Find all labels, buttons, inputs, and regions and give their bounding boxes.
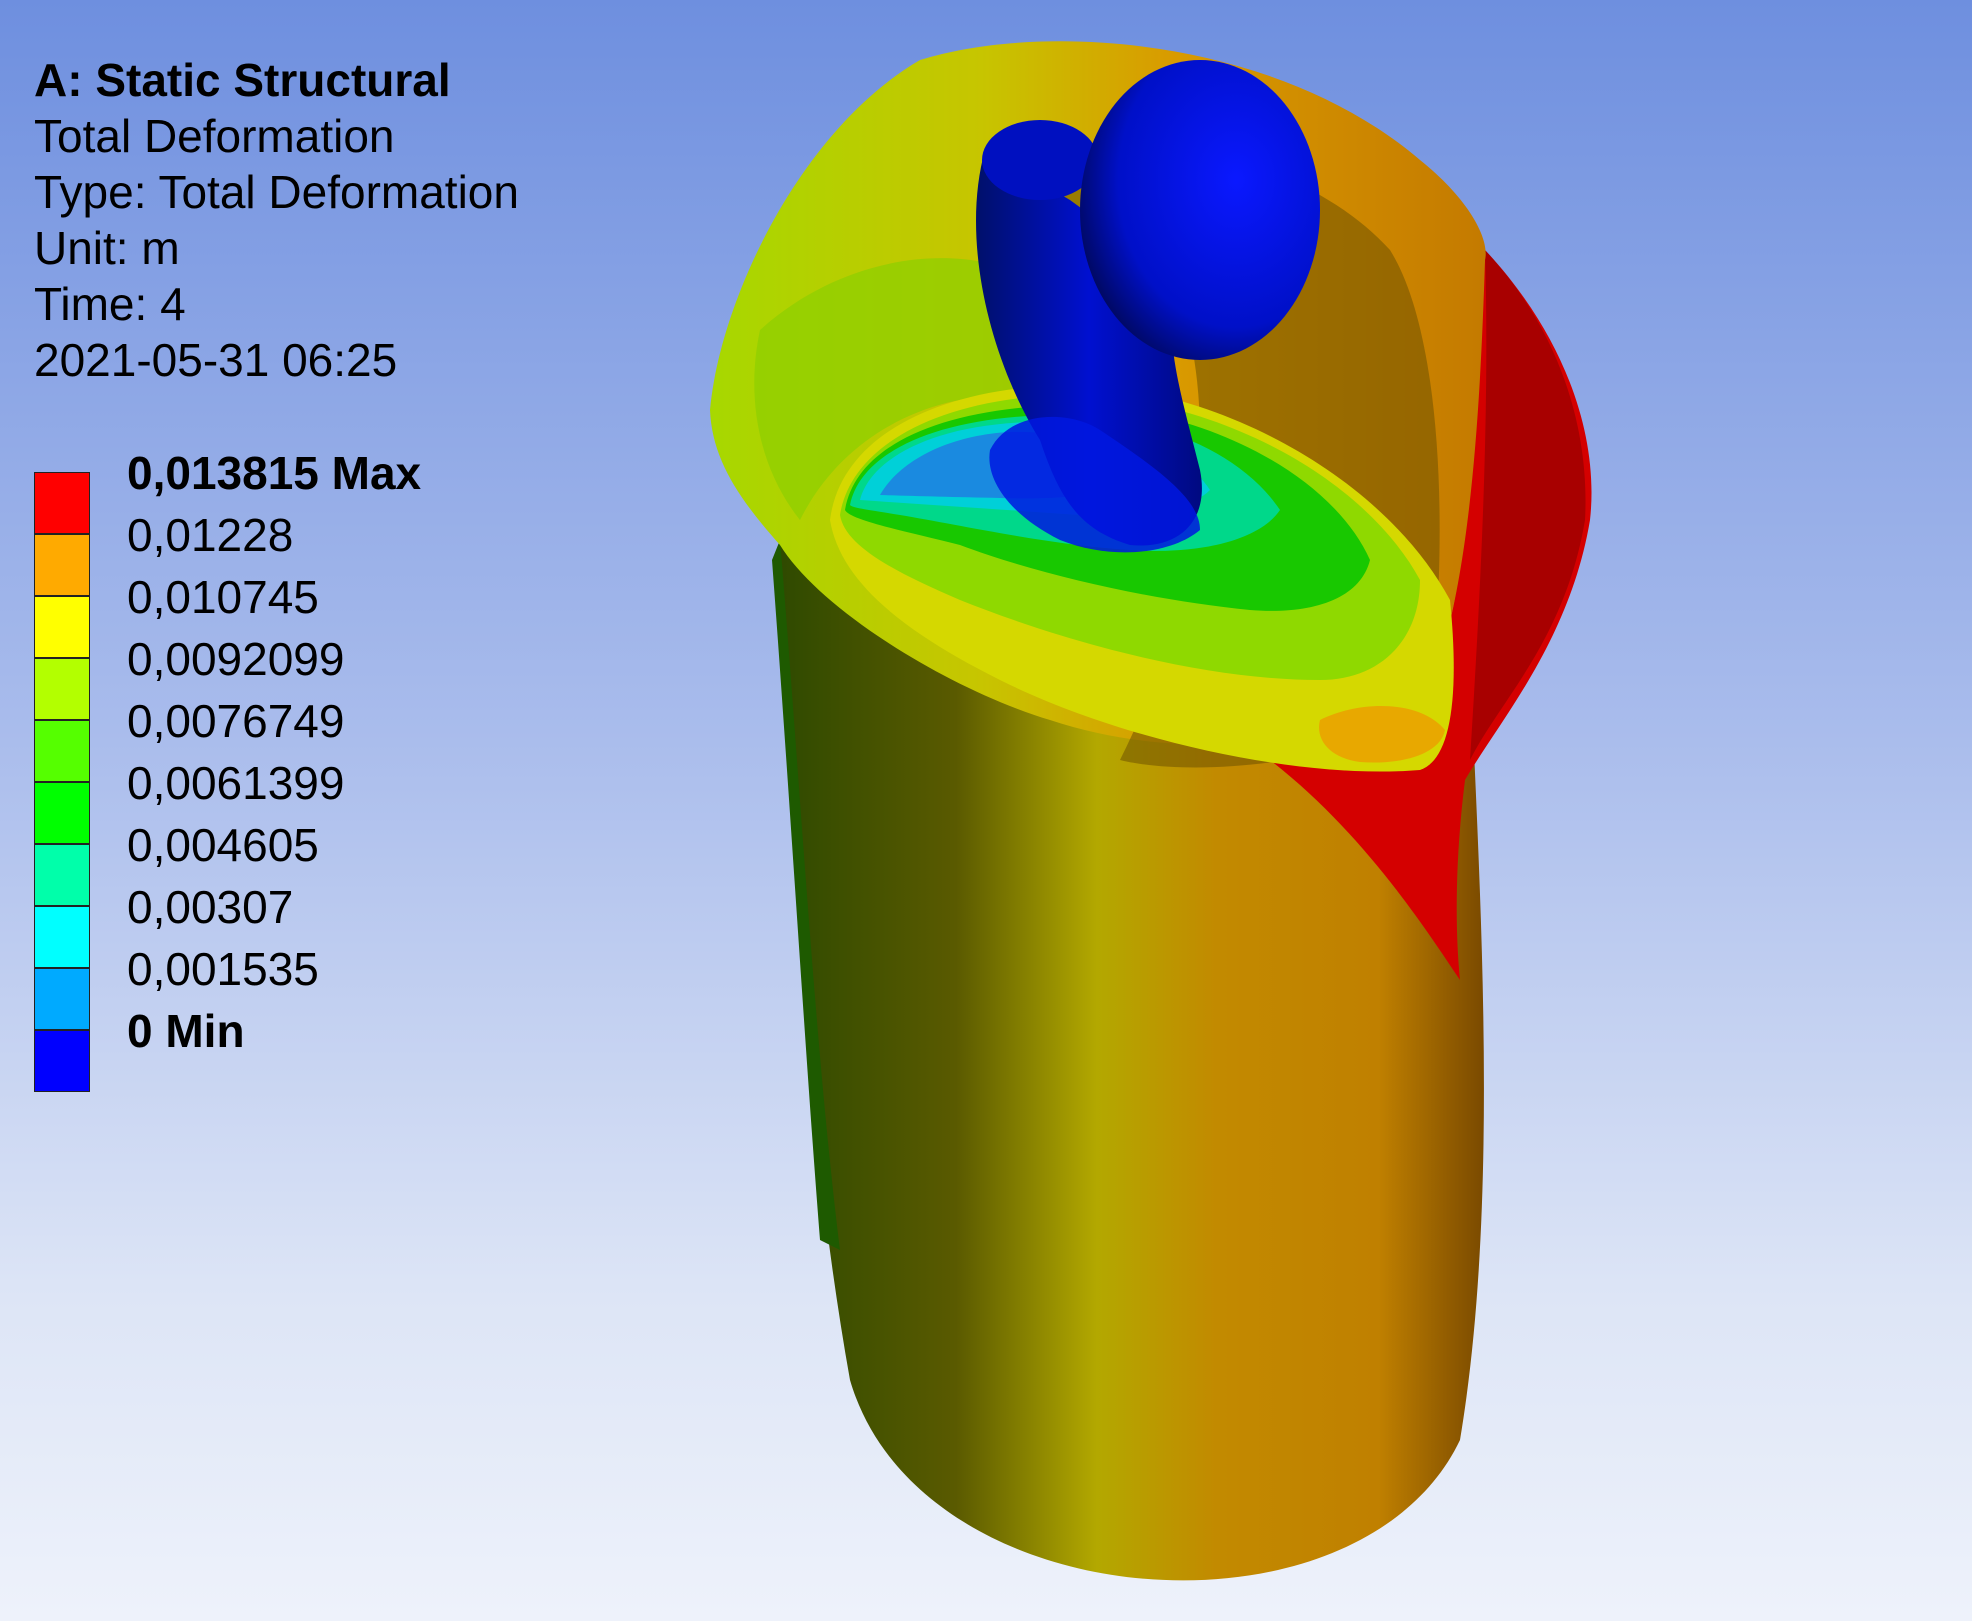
result-time: Time: 4 [34,278,186,330]
legend-label: 0,01228 [127,509,294,561]
legend-swatch [34,534,90,596]
knob-stem [976,150,1202,546]
socket-left-edge [772,540,840,1250]
legend-swatch [34,472,90,534]
legend-label: 0,010745 [127,571,319,623]
legend-swatch [34,906,90,968]
red-flank-shadow [1470,250,1586,760]
legend-swatch [34,968,90,1030]
legend-label: 0,00307 [127,881,294,933]
result-type: Type: Total Deformation [34,166,519,218]
legend-label: 0,001535 [127,943,319,995]
socket-body [780,540,1484,1581]
legend-swatch [34,596,90,658]
legend-label: 0,004605 [127,819,319,871]
legend-swatch [34,658,90,720]
legend-min-label: 0 Min [127,1005,245,1057]
knob-base-ring [989,416,1200,553]
legend-swatch [34,1030,90,1092]
result-timestamp: 2021-05-31 06:25 [34,334,398,386]
knob-ball [1080,60,1320,360]
result-name: Total Deformation [34,110,395,162]
knob-ball-rear [982,120,1098,200]
result-header: A: Static Structural Total Deformation T… [34,52,519,388]
legend-label: 0,0076749 [127,695,345,747]
system-title: A: Static Structural [34,54,451,106]
legend-label: 0,0061399 [127,757,345,809]
result-unit: Unit: m [34,222,180,274]
legend-swatch [34,782,90,844]
legend-swatch [34,720,90,782]
legend-max-label: 0,013815 Max [127,447,422,499]
legend-swatch [34,844,90,906]
legend-label: 0,0092099 [127,633,345,685]
socket-inner-green [754,258,1060,520]
